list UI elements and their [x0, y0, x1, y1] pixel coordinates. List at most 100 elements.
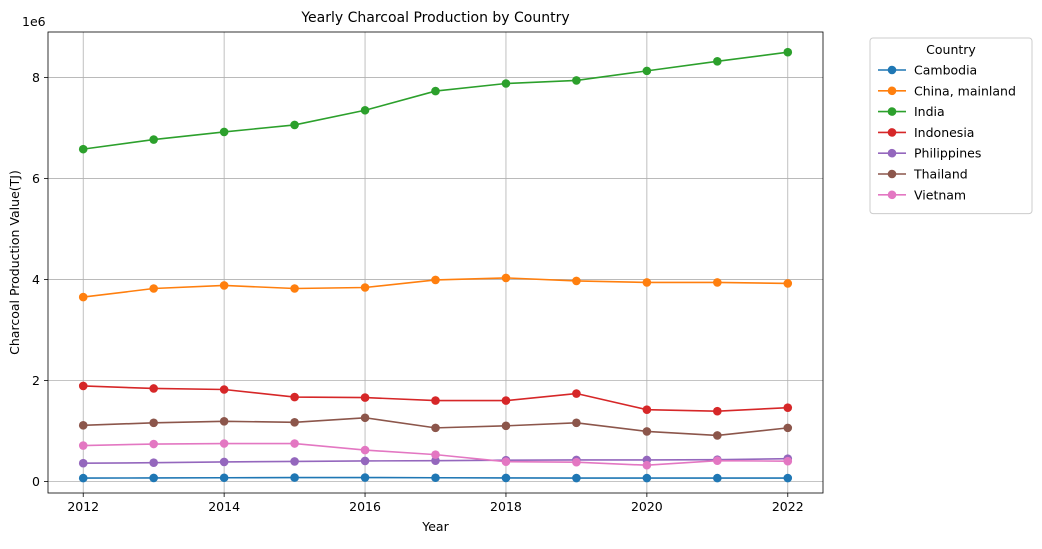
- y-tick-label: 2: [32, 373, 40, 388]
- data-point: [501, 473, 511, 483]
- data-point: [642, 66, 652, 76]
- legend-label: Thailand: [913, 167, 968, 182]
- data-point: [78, 421, 88, 430]
- data-point: [219, 281, 229, 290]
- legend-swatch-marker: [887, 169, 897, 179]
- legend-swatch-marker: [887, 65, 897, 75]
- data-point: [501, 396, 511, 405]
- data-point: [78, 292, 88, 302]
- legend-label: Vietnam: [914, 187, 966, 202]
- data-point: [431, 275, 440, 285]
- legend: Country Cambodia China, mainland India Indo…: [869, 37, 1033, 215]
- data-point: [149, 284, 158, 293]
- y-axis-label: Charcoal Production Value(TJ): [7, 170, 22, 355]
- legend-item: Vietnam: [878, 187, 966, 202]
- data-point: [290, 439, 299, 448]
- legend-swatch-marker: [887, 107, 897, 116]
- legend-swatch-marker: [887, 190, 897, 200]
- data-point: [431, 396, 440, 405]
- data-point: [642, 460, 652, 470]
- data-point: [642, 405, 652, 414]
- data-point: [642, 473, 652, 483]
- y-tick-label: 0: [32, 474, 40, 489]
- data-point: [713, 473, 722, 483]
- legend-item: India: [878, 104, 945, 119]
- data-point: [149, 439, 158, 449]
- data-point: [149, 458, 158, 468]
- series-china-mainland: [78, 273, 793, 302]
- legend-item: Cambodia: [878, 63, 977, 78]
- legend-item: Thailand: [878, 167, 968, 182]
- data-point: [78, 441, 88, 450]
- data-point: [360, 445, 370, 455]
- legend-title: Country: [926, 42, 976, 57]
- data-point: [290, 473, 299, 482]
- data-point: [360, 105, 370, 115]
- legend-item: Indonesia: [878, 125, 974, 140]
- x-tick-label: 2020: [631, 499, 663, 514]
- x-tick-label: 2016: [349, 499, 381, 514]
- data-point: [149, 384, 158, 393]
- legend-swatch-marker: [887, 128, 897, 137]
- legend-label: Philippines: [914, 146, 981, 161]
- legend-swatch-marker: [887, 148, 897, 158]
- data-point: [149, 473, 158, 483]
- data-point: [78, 144, 88, 154]
- x-axis-label: Year: [421, 519, 449, 534]
- data-point: [783, 47, 793, 57]
- data-point: [149, 418, 158, 428]
- legend-item: Philippines: [878, 146, 981, 161]
- data-point: [572, 457, 581, 467]
- data-point: [713, 406, 722, 416]
- y-tick-label: 4: [32, 272, 40, 287]
- series-indonesia: [78, 381, 793, 416]
- x-tick-label: 2022: [772, 499, 804, 514]
- data-point: [501, 457, 511, 466]
- data-point: [431, 473, 440, 483]
- x-tick-label: 2012: [67, 499, 99, 514]
- data-point: [219, 473, 229, 483]
- axis-ticks: 2012 2014 2016 2018 2020 2022 0 2 4 6 8: [32, 70, 804, 514]
- data-point: [572, 276, 581, 286]
- data-point: [713, 278, 722, 287]
- data-point: [501, 421, 511, 431]
- data-point: [431, 450, 440, 459]
- data-point: [219, 127, 229, 137]
- data-point: [783, 473, 793, 483]
- data-point: [78, 458, 88, 468]
- data-point: [713, 431, 722, 440]
- data-point: [783, 456, 793, 466]
- data-point: [149, 135, 158, 144]
- y-tick-label: 6: [32, 171, 40, 186]
- data-point: [572, 76, 581, 85]
- legend-label: India: [914, 104, 945, 119]
- data-point: [431, 86, 440, 96]
- data-point: [219, 457, 229, 467]
- data-point: [360, 473, 370, 482]
- series-line: [83, 51, 788, 150]
- legend-swatch-marker: [887, 86, 897, 96]
- data-point: [219, 417, 229, 426]
- data-point: [360, 413, 370, 423]
- data-point: [360, 283, 370, 292]
- data-point: [572, 389, 581, 398]
- data-point: [783, 403, 793, 412]
- data-point: [713, 56, 722, 66]
- series-group: [78, 47, 793, 483]
- data-point: [290, 284, 299, 293]
- data-point: [642, 278, 652, 287]
- data-point: [431, 456, 440, 465]
- data-point: [219, 439, 229, 448]
- data-point: [501, 273, 511, 283]
- data-point: [501, 79, 511, 88]
- data-point: [360, 456, 370, 466]
- legend-label: Cambodia: [914, 63, 977, 78]
- legend-label: Indonesia: [914, 125, 974, 140]
- data-point: [572, 418, 581, 428]
- data-point: [360, 393, 370, 402]
- legend-item: China, mainland: [878, 83, 1016, 98]
- data-point: [783, 423, 793, 433]
- series-thailand: [78, 413, 793, 440]
